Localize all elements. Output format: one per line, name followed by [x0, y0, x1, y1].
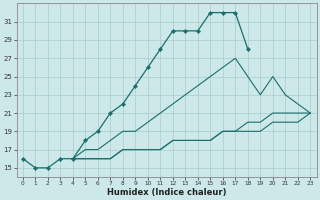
X-axis label: Humidex (Indice chaleur): Humidex (Indice chaleur): [107, 188, 226, 197]
